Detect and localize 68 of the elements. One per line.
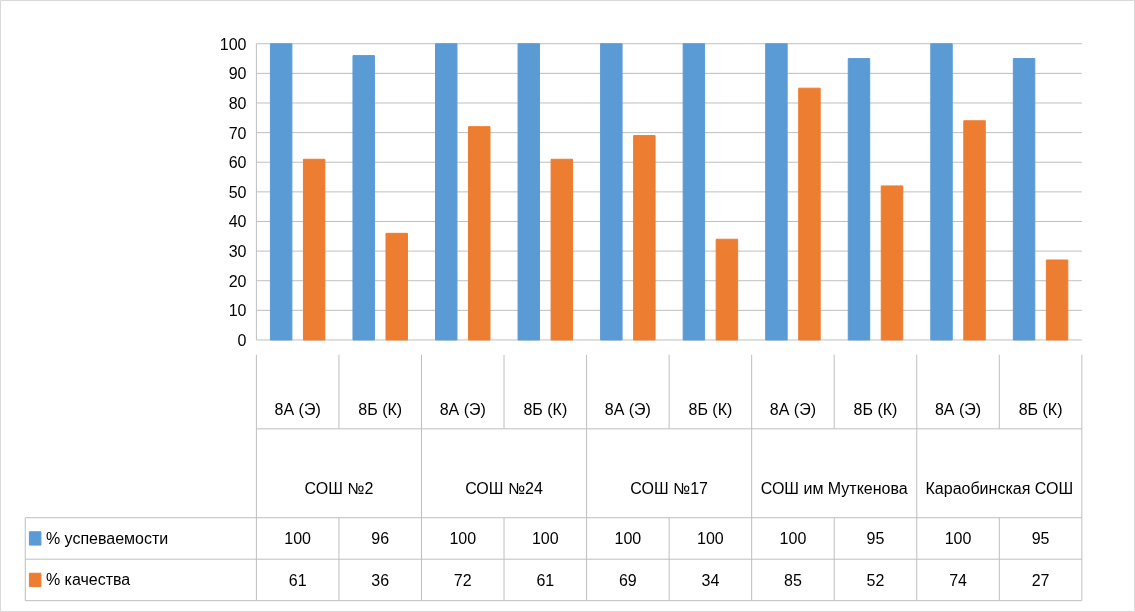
data-label: 74 [949, 571, 968, 589]
data-label: 100 [779, 530, 807, 548]
bar [715, 238, 739, 341]
legend-label: % качества [45, 571, 131, 589]
data-label: 100 [614, 530, 642, 548]
x-tick-label: 8Б (К) [523, 401, 568, 419]
y-tick-label: 10 [228, 302, 247, 320]
data-label: 52 [866, 571, 885, 589]
data-label: 61 [536, 571, 555, 589]
y-tick-label: 90 [228, 65, 247, 83]
x-tick-label: 8Б (К) [1018, 401, 1063, 419]
y-tick-label: 40 [228, 213, 247, 231]
data-label: 61 [288, 571, 307, 589]
data-label: 72 [453, 571, 472, 589]
data-label: 100 [449, 530, 477, 548]
text: СОШ №24 [465, 479, 543, 497]
y-tick-label: 30 [228, 243, 247, 261]
x-tick-label: 8А (Э) [769, 401, 817, 419]
data-label: 100 [944, 530, 972, 548]
x-tick-label: 8Б (К) [853, 401, 898, 419]
bar [385, 232, 408, 341]
x-tick-label: 8А (Э) [439, 401, 486, 419]
data-label: 34 [701, 571, 720, 589]
data-label: 27 [1031, 571, 1050, 589]
data-label: 95 [866, 530, 885, 548]
x-tick-label: 8А (Э) [274, 401, 321, 419]
bar [1012, 58, 1036, 341]
y-tick-label: 20 [228, 272, 247, 290]
data-label: 100 [531, 530, 559, 548]
text: СОШ №17 [630, 479, 709, 497]
bar [880, 185, 904, 341]
bar [302, 158, 326, 341]
data-label: 85 [784, 571, 802, 589]
bar [765, 43, 788, 341]
data-label: 96 [371, 530, 390, 548]
y-tick-label: 80 [228, 94, 247, 112]
data-label: 100 [697, 530, 724, 548]
bar [435, 43, 458, 341]
bar [600, 43, 623, 341]
data-label: 95 [1031, 530, 1050, 548]
y-tick-label: 0 [237, 331, 247, 349]
bar [517, 43, 541, 341]
text: Караобинская СОШ [925, 479, 1074, 497]
text: СОШ им Муткенова [760, 479, 908, 497]
bar [682, 43, 706, 341]
legend-label: % успеваемости [45, 529, 169, 547]
bar [352, 55, 375, 341]
bar [798, 87, 821, 341]
x-tick-label: 8Б (К) [358, 401, 403, 419]
x-tick-label: 8А (Э) [604, 401, 651, 419]
bar [930, 43, 953, 341]
y-tick-label: 60 [228, 154, 247, 172]
y-tick-label: 100 [219, 35, 247, 53]
text: СОШ №2 [304, 479, 374, 497]
data-label: 69 [618, 571, 637, 589]
data-label: 36 [371, 571, 390, 589]
bar [847, 58, 871, 341]
bar [468, 126, 491, 341]
y-tick-label: 50 [228, 183, 247, 201]
bar [550, 158, 574, 341]
bar [963, 120, 986, 341]
bar [1045, 259, 1069, 341]
bar [633, 135, 656, 341]
y-tick-label: 70 [228, 124, 247, 142]
x-tick-label: 8А (Э) [934, 401, 982, 419]
x-tick-label: 8Б (К) [688, 401, 733, 419]
data-label: 100 [284, 530, 312, 548]
bar [269, 43, 293, 341]
